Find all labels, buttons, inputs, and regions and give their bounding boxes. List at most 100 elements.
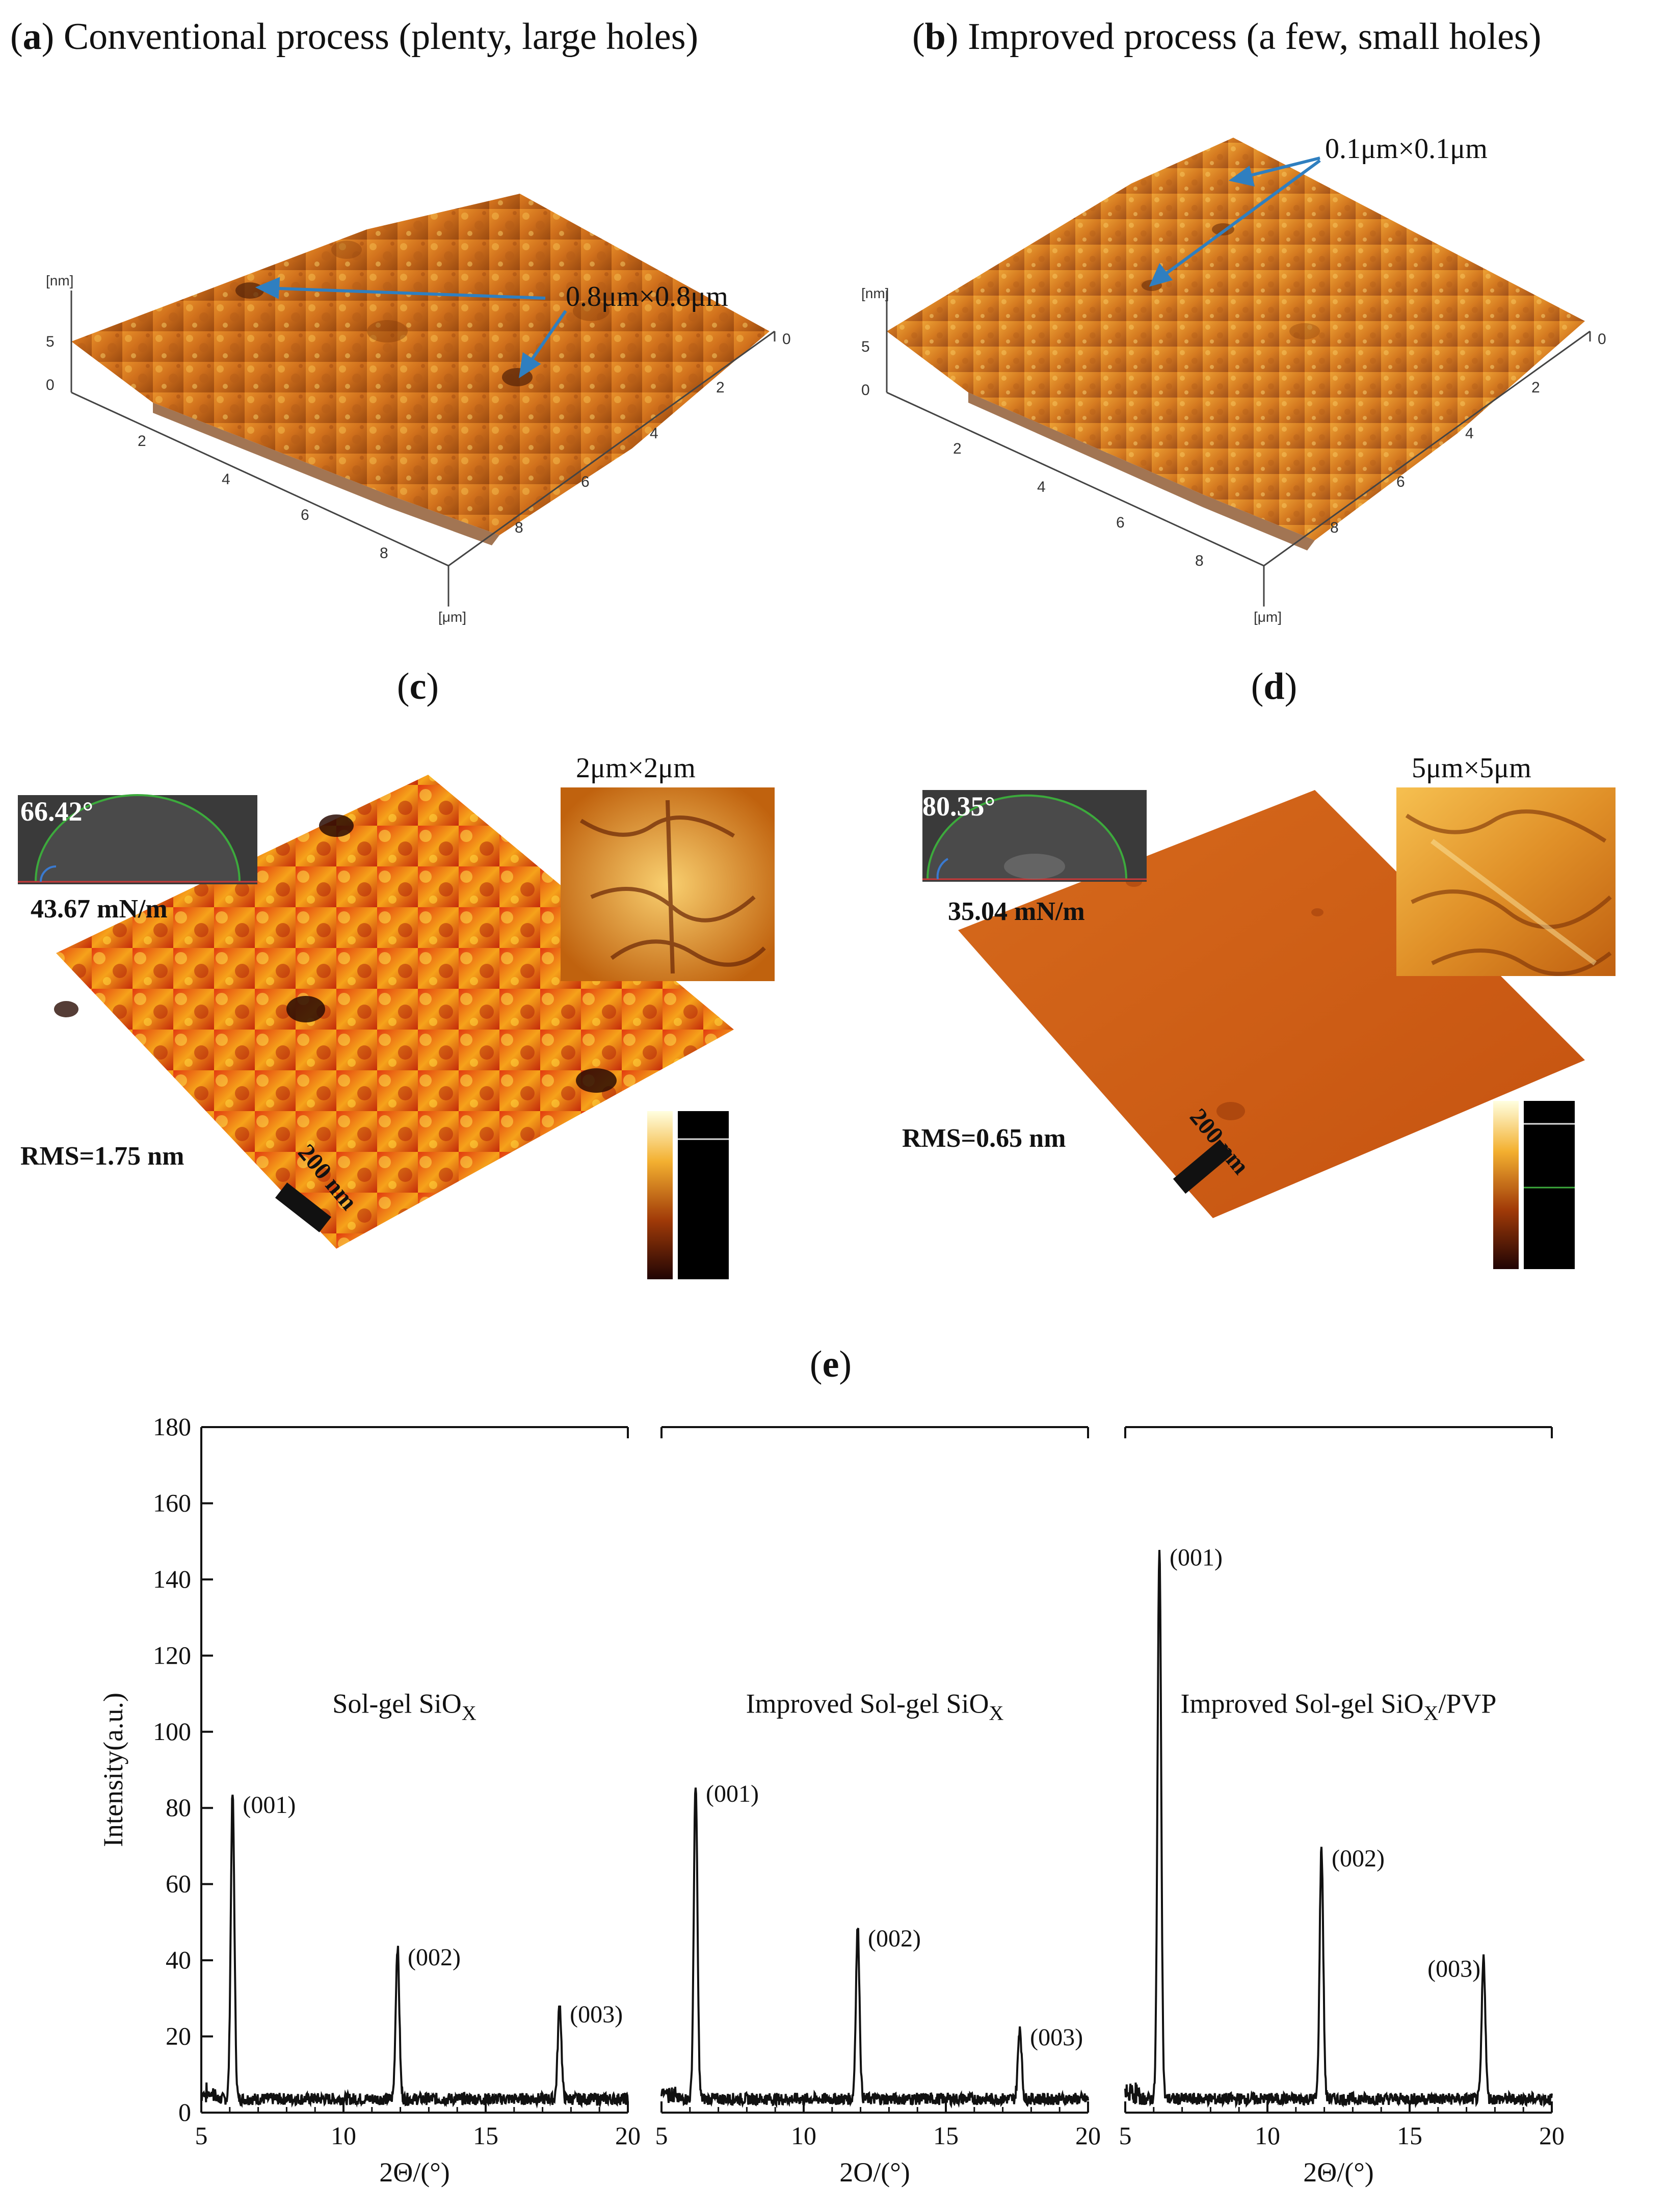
peak-label: (001) [706,1780,759,1807]
x-tick-label: 5 [655,2121,668,2150]
panel-b-afm-3d: [nm] 5 0 2 4 6 8 0 2 4 6 8 [μm] 0.1μm×0.… [861,133,1606,625]
panel-d-rms: RMS=0.65 nm [902,1124,1066,1153]
x-tick-label: 10 [331,2121,356,2150]
panel-a-y-tick: 2 [716,379,725,396]
panel-b-letter: b [924,16,946,58]
panel-a-afm-3d: [nm] 5 0 2 4 6 8 0 2 4 6 8 [μm] 0.8μm×0.… [46,194,791,625]
panel-a-z-tick: 0 [46,377,55,393]
xrd-trace-1 [200,1795,629,2109]
panel-b-x-tick: 4 [1037,479,1046,495]
x-tick-label: 20 [1075,2121,1101,2150]
y-tick-label: 60 [166,1869,191,1898]
panel-b-x-tick: 6 [1116,514,1125,531]
panel-a-title: (a) Conventional process (plenty, large … [10,16,699,58]
y-tick-label: 100 [153,1717,191,1746]
panel-d-colorbar [1493,1101,1519,1269]
panel-a-x-tick: 4 [222,471,230,488]
panel-a-y-tick: 8 [515,519,523,536]
panel-b-y-tick: 6 [1396,473,1405,490]
x-axis-label: 2Θ/(°) [379,2157,450,2188]
panel-b-y-tick: 0 [1598,331,1606,348]
panel-c-contact-angle: 66.42° [20,796,93,827]
panel-a-surface [71,194,770,535]
peak-label: (003) [570,2001,623,2028]
panel-b-surface [887,138,1585,540]
panel-b-x-tick: 2 [953,440,962,457]
x-tick-label: 20 [615,2121,641,2150]
x-tick-label: 5 [1119,2121,1132,2150]
series-label: Improved Sol-gel SiOX [746,1688,1004,1724]
peak-label: (003) [1427,1956,1480,1983]
panel-a-x-tick: 8 [380,545,388,562]
panel-d-label: (d) [1251,666,1298,707]
panel-d-contact-angle: 80.35° [922,791,995,822]
panel-b-arrows [1149,156,1321,287]
panel-b-title: (b) Improved process (a few, small holes… [912,16,1542,58]
x-tick-label: 15 [933,2121,959,2150]
panel-b-y-tick: 4 [1465,425,1474,442]
panel-b-z-tick: 5 [861,338,870,355]
y-tick-label: 40 [166,1945,191,1974]
panel-a-title-text: Conventional process (plenty, large hole… [63,16,699,58]
xrd-chart: 0 20 40 60 80 100 120 140 160 180 Intensity(a.u.) 5… [98,1412,1565,2188]
x-axis-label: 2O/(°) [839,2157,910,2188]
peak-label: (001) [1170,1544,1223,1571]
y-tick-label: 120 [153,1641,191,1669]
panel-a-x-tick: 6 [301,507,309,523]
peak-label: (002) [1332,1845,1385,1872]
panel-c-rms: RMS=1.75 nm [20,1142,184,1171]
panel-b-y-tick: 2 [1531,379,1540,396]
panel-d-inset-label: 5μm×5μm [1412,752,1531,784]
panel-b-title-text: Improved process (a few, small holes) [967,16,1542,58]
panel-a-annotation: 0.8μm×0.8μm [566,281,728,312]
peak-label: (002) [408,1944,461,1971]
panel-c-afm: 66.42° 43.67 mN/m 2μm×2μm RMS=1.75 nm 20… [18,752,775,1279]
x-tick-label: 10 [791,2121,816,2150]
panel-e-label: (e) [809,1344,852,1385]
panel-a-y-tick: 0 [782,331,791,348]
panel-d-inset-image [1396,787,1616,976]
panel-d-scale-bar [1173,1139,1233,1194]
panel-c-surface-energy: 43.67 mN/m [31,894,168,924]
panel-a-x-tick: 2 [138,433,146,450]
y-tick-label: 80 [166,1793,191,1822]
panel-c-label: (c) [396,666,439,707]
peak-label: (003) [1030,2024,1083,2051]
xrd-trace-3 [1124,1549,1553,2109]
panel-a-y-tick: 6 [581,473,590,490]
panel-d-surface [958,790,1585,1218]
panel-a-xy-unit: [μm] [438,609,466,625]
series-label: Improved Sol-gel SiOX/PVP [1181,1688,1497,1724]
y-tick-label: 180 [153,1412,191,1441]
peak-label: (002) [868,1925,921,1952]
y-tick-label: 0 [178,2098,191,2126]
x-axis-label: 2Θ/(°) [1303,2157,1374,2188]
x-tick-label: 15 [1397,2121,1422,2150]
panel-a-z-unit: [nm] [46,273,73,288]
panel-a-arrows [255,277,567,379]
panel-d-surface-energy: 35.04 mN/m [948,897,1085,926]
x-tick-label: 10 [1255,2121,1280,2150]
panel-b-z-unit: [nm] [861,285,889,301]
panel-a-y-tick: 4 [650,425,658,442]
panel-c-scale-bar [275,1182,332,1232]
xrd-trace-2 [660,1787,1089,2109]
panel-a-hole [235,282,264,299]
panel-a-z-tick: 5 [46,333,55,350]
panel-a-letter: a [22,16,42,58]
panel-b-z-tick: 0 [861,382,870,399]
series-label: Sol-gel SiOX [332,1688,476,1724]
x-tick-label: 5 [195,2121,208,2150]
peak-label: (001) [243,1792,296,1819]
y-tick-label: 20 [166,2022,191,2050]
y-tick-label: 140 [153,1565,191,1593]
panel-b-xy-unit: [μm] [1254,609,1282,625]
panel-b-y-tick: 8 [1330,519,1339,536]
x-tick-label: 20 [1539,2121,1565,2150]
panel-c-inset-label: 2μm×2μm [576,752,696,784]
x-tick-label: 15 [473,2121,498,2150]
panel-b-x-tick: 8 [1195,552,1204,569]
panel-b-annotation: 0.1μm×0.1μm [1325,133,1488,165]
y-tick-label: 160 [153,1488,191,1517]
y-axis-label: Intensity(a.u.) [98,1693,128,1847]
